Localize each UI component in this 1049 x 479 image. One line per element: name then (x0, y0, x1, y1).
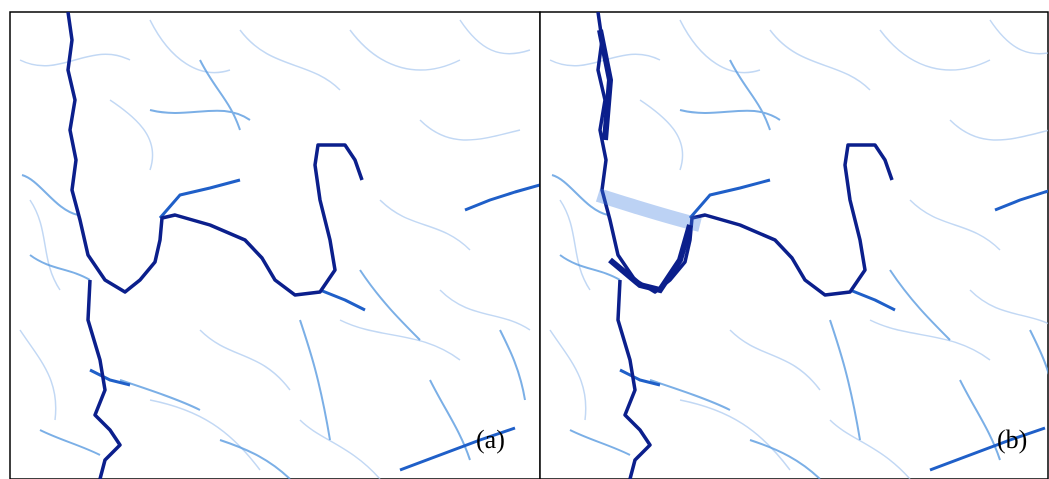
panel-label: (a) (476, 425, 505, 454)
page: (a) (b) (() => { const data = JSON.parse… (0, 0, 1049, 479)
panel-label: (b) (997, 425, 1027, 454)
figure: (a) (b) (0, 0, 1049, 479)
panel-a (10, 12, 540, 479)
